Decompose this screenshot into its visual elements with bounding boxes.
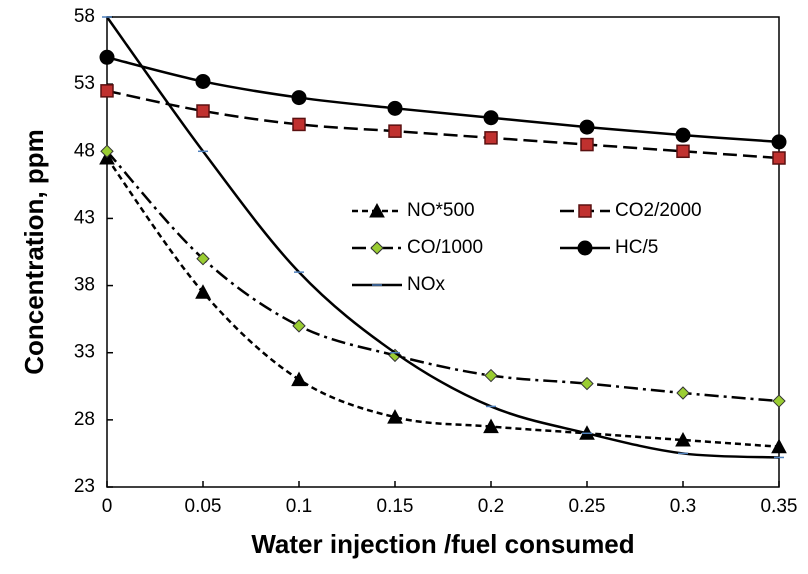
x-tick-label: 0.15 bbox=[377, 496, 414, 517]
marker bbox=[580, 376, 594, 391]
x-tick-label: 0.2 bbox=[478, 496, 504, 517]
x-tick-label: 0.3 bbox=[670, 496, 696, 517]
marker bbox=[292, 117, 306, 132]
series-line bbox=[106, 56, 780, 144]
marker bbox=[387, 409, 403, 424]
marker bbox=[772, 394, 786, 408]
y-tick-label: 23 bbox=[74, 476, 95, 497]
y-tick-label: 48 bbox=[74, 140, 95, 161]
marker bbox=[388, 124, 402, 138]
marker bbox=[771, 134, 787, 150]
marker bbox=[387, 100, 403, 116]
y-axis-title: Concentration, ppm bbox=[19, 129, 49, 375]
marker bbox=[579, 119, 595, 135]
marker bbox=[676, 144, 690, 159]
marker bbox=[100, 84, 114, 98]
legend-marker bbox=[369, 202, 385, 218]
legend-label: CO2/2000 bbox=[615, 200, 702, 221]
marker bbox=[196, 104, 210, 118]
marker bbox=[195, 284, 211, 299]
x-tick-label: 0.05 bbox=[185, 496, 222, 517]
marker bbox=[195, 73, 211, 89]
series-line bbox=[106, 89, 780, 160]
x-tick-label: 0 bbox=[102, 496, 113, 517]
legend-marker bbox=[577, 240, 593, 256]
legend-marker bbox=[578, 204, 592, 218]
y-tick-label: 53 bbox=[74, 73, 95, 94]
marker bbox=[291, 371, 307, 387]
legend-marker bbox=[370, 241, 384, 255]
marker bbox=[483, 110, 499, 126]
marker bbox=[675, 431, 691, 447]
y-tick-label: 58 bbox=[74, 6, 95, 27]
legend-label: CO/1000 bbox=[407, 237, 483, 258]
legend-label: NO*500 bbox=[407, 200, 475, 221]
marker bbox=[100, 144, 114, 158]
marker bbox=[771, 438, 787, 454]
marker bbox=[484, 368, 498, 383]
marker bbox=[484, 131, 498, 145]
marker bbox=[292, 319, 306, 333]
marker bbox=[772, 151, 786, 165]
x-tick-label: 0.25 bbox=[569, 496, 606, 517]
legend-label: HC/5 bbox=[615, 237, 658, 258]
marker bbox=[676, 386, 690, 400]
x-tick-label: 0.35 bbox=[761, 496, 798, 517]
legend-label: NOx bbox=[407, 274, 446, 295]
x-axis-title: Water injection /fuel consumed bbox=[251, 529, 634, 559]
y-tick-label: 28 bbox=[74, 409, 95, 430]
x-tick-label: 0.1 bbox=[286, 496, 312, 517]
marker bbox=[580, 137, 594, 152]
marker bbox=[291, 90, 307, 106]
y-tick-label: 43 bbox=[74, 207, 95, 228]
marker bbox=[675, 127, 691, 143]
y-tick-label: 33 bbox=[74, 342, 95, 363]
marker bbox=[196, 252, 210, 266]
plot-frame bbox=[106, 16, 780, 488]
marker bbox=[483, 418, 499, 434]
y-tick-label: 38 bbox=[74, 275, 95, 296]
marker bbox=[99, 49, 115, 65]
